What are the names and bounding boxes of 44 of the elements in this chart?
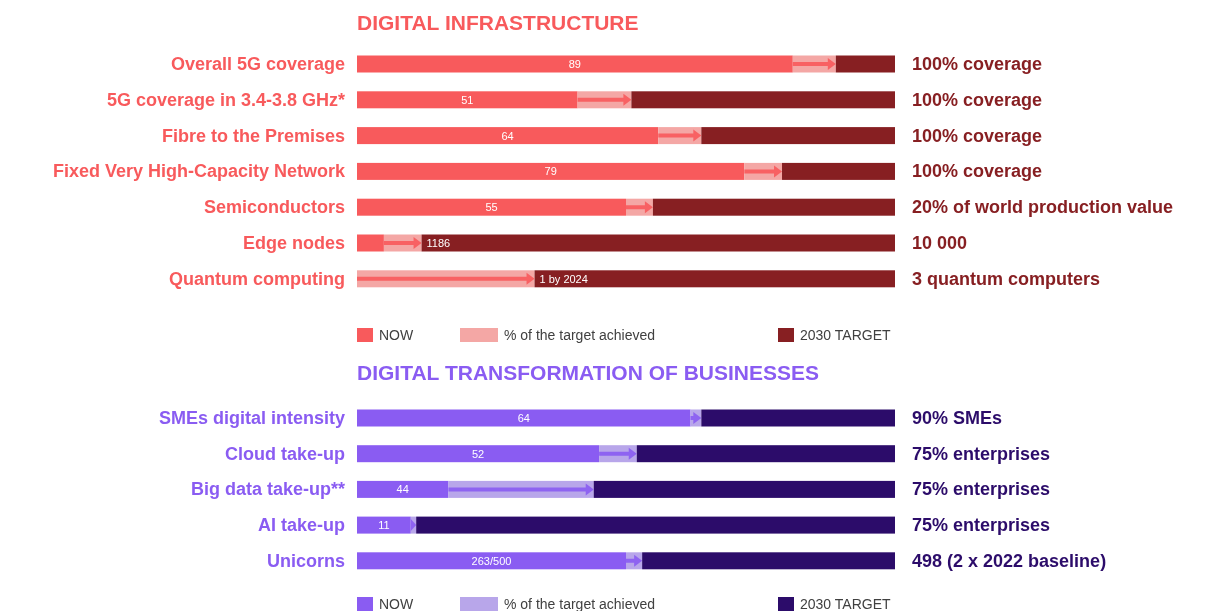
- annotation: 51: [461, 93, 474, 106]
- annotation: 1186: [426, 237, 451, 249]
- y-tick-label: Fixed Very High-Capacity Network: [52, 161, 346, 182]
- y-tick-label: Quantum computing: [169, 268, 345, 289]
- text: 3 quantum computers: [912, 268, 1101, 289]
- legend-label: 2030 TARGET: [800, 327, 891, 343]
- annotation: 52: [471, 447, 485, 460]
- y-tick-label: Big data take-up**: [190, 479, 345, 500]
- y-tick-label: Unicorns: [266, 550, 345, 571]
- annotation: 11: [378, 519, 390, 532]
- text: 75% enterprises: [912, 479, 1051, 500]
- legend-label: NOW: [379, 327, 414, 343]
- annotation: 89: [568, 58, 582, 70]
- legend-label: 2030 TARGET: [800, 596, 891, 611]
- text: 100% coverage: [912, 89, 1043, 110]
- chart-title: DIGITAL TRANSFORMATION OF BUSINESSES: [357, 361, 820, 384]
- text: 75% enterprises: [912, 443, 1051, 464]
- text: 20% of world production value: [912, 197, 1174, 218]
- chart-title: DIGITAL INFRASTRUCTURE: [357, 11, 639, 34]
- y-tick-label: Edge nodes: [242, 233, 345, 253]
- annotation: 44: [396, 483, 409, 496]
- y-tick-label: Overall 5G coverage: [170, 54, 345, 74]
- legend-label: NOW: [379, 596, 414, 611]
- y-tick-label: Semiconductors: [203, 197, 345, 218]
- text: 498 (2 x 2022 baseline): [912, 550, 1107, 571]
- y-tick-label: 5G coverage in 3.4-3.8 GHz*: [106, 89, 345, 110]
- annotation: 64: [501, 129, 514, 142]
- text: 100% coverage: [912, 161, 1043, 182]
- annotation: 1 by 2024: [539, 272, 588, 285]
- annotation: 55: [485, 201, 498, 214]
- y-tick-label: AI take-up: [257, 515, 345, 536]
- y-tick-label: SMEs digital intensity: [158, 408, 345, 428]
- text: 10 000: [912, 233, 968, 253]
- annotation: 64: [517, 412, 530, 424]
- text: 75% enterprises: [912, 515, 1051, 536]
- text: 100% coverage: [912, 125, 1043, 146]
- annotation: 79: [544, 165, 557, 178]
- legend-label: % of the target achieved: [504, 327, 655, 343]
- text: 100% coverage: [912, 54, 1043, 74]
- legend-label: % of the target achieved: [504, 596, 655, 611]
- y-tick-label: Cloud take-up: [225, 443, 345, 464]
- y-tick-label: Fibre to the Premises: [161, 125, 345, 146]
- annotation: 263/500: [471, 554, 512, 567]
- text: 90% SMEs: [912, 408, 1003, 428]
